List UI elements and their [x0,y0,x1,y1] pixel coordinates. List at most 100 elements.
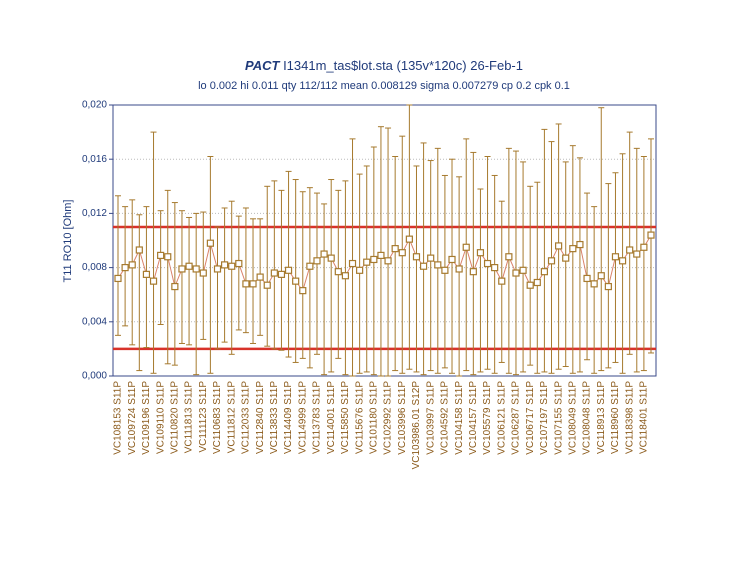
data-point [277,270,286,278]
data-point [121,264,129,272]
data-point [128,261,136,269]
data-point [228,262,236,270]
data-point [299,287,307,295]
data-point [185,262,193,270]
data-point [363,258,371,266]
y-tick-label: 0,004 [82,316,107,327]
y-tick-label: 0,020 [82,100,107,111]
data-point [213,265,222,273]
data-point [142,270,151,278]
data-point [405,235,413,243]
data-point [370,255,378,264]
x-tick-label: VC114409 S11P [283,381,294,454]
data-point [633,250,641,258]
x-tick-label: VC105579 S11P [482,381,493,455]
x-tick-label: VC104158 S11P [454,381,465,455]
data-point [221,261,229,269]
x-tick-label: VC111812 S11P [226,381,237,454]
data-point [540,268,549,276]
data-point [547,257,556,265]
x-tick-label: VC102992 S11P [383,381,394,455]
x-tick-label: VC109110 S11P [155,381,166,454]
x-tick-label: VC108048 S11P [582,381,593,455]
data-point [469,268,477,276]
data-point [192,265,200,273]
data-point [249,280,257,288]
data-point [604,282,612,291]
data-point [597,272,605,280]
x-tick-label: VC110683 S11P [212,381,223,454]
data-point [313,257,321,265]
x-tick-label: VC106717 S11P [525,381,536,455]
data-point [384,257,392,265]
data-point [306,262,314,270]
x-tick-label: VC115850 S11P [340,381,351,454]
data-point [292,277,300,285]
data-point [427,254,435,262]
data-point [398,249,406,257]
data-point [583,274,591,283]
x-tick-label: VC112033 S11P [241,381,252,454]
data-point [178,265,186,273]
chart-subtitle: lo 0.002 hi 0.011 qty 112/112 mean 0.008… [198,80,570,92]
data-point [391,245,399,253]
data-point [483,259,492,268]
x-tick-label: VC111123 S11P [198,381,209,453]
data-point [157,251,165,260]
data-point [263,281,271,289]
data-point [576,240,584,249]
data-point [618,257,627,265]
x-tick-label: VC103996 S11P [397,381,408,455]
x-tick-label: VC103986.01 S12P [411,381,422,470]
data-point [199,269,207,277]
data-point [611,253,620,261]
data-point [334,268,342,276]
data-point [590,280,598,288]
title-emphasis: PACT [245,58,280,73]
x-tick-label: VC106287 S11P [511,381,522,455]
data-point [256,273,264,281]
data-point [448,255,456,264]
data-point [462,243,470,251]
data-point [356,266,364,274]
data-point [647,231,655,239]
y-tick-label: 0,008 [82,262,107,273]
data-point [135,246,143,254]
y-tick-label: 0,012 [82,208,107,219]
data-point [491,264,499,272]
data-point [640,243,648,251]
data-point [569,245,577,253]
data-point [171,282,179,291]
x-tick-label: VC108153 S11P [113,381,124,455]
x-tick-label: VC118398 S11P [624,381,635,454]
data-point [533,278,541,287]
data-point [512,269,520,277]
data-point [348,259,357,268]
x-tick-label: VC109196 S11P [141,381,152,455]
x-tick-label: VC118960 S11P [610,381,621,454]
chart-title: PACT I1341m_tas$lot.sta (135v*120c) 26-F… [245,58,523,73]
x-tick-label: VC107197 S11P [539,381,550,455]
x-tick-label: VC103997 S11P [425,381,436,455]
data-point [164,253,172,261]
data-point [235,259,243,268]
x-tick-label: VC118913 S11P [596,381,607,454]
x-tick-label: VC104157 S11P [468,381,479,455]
data-point [519,266,527,274]
x-tick-label: VC110820 S11P [169,381,180,454]
x-tick-label: VC106121 S11P [496,381,507,455]
data-point [320,250,328,258]
x-tick-label: VC118401 S11P [639,381,650,454]
data-point [455,265,463,273]
x-tick-label: VC109724 S11P [127,381,138,455]
x-tick-label: VC104592 S11P [440,381,451,455]
data-point [341,272,350,280]
data-point [242,280,250,288]
data-point [327,254,335,262]
data-point [206,239,214,247]
data-point [412,253,421,261]
x-tick-label: VC115676 S11P [354,381,365,454]
plot-frame [112,104,657,377]
y-axis-label: T11 RO10 [Ohm] [62,200,74,283]
